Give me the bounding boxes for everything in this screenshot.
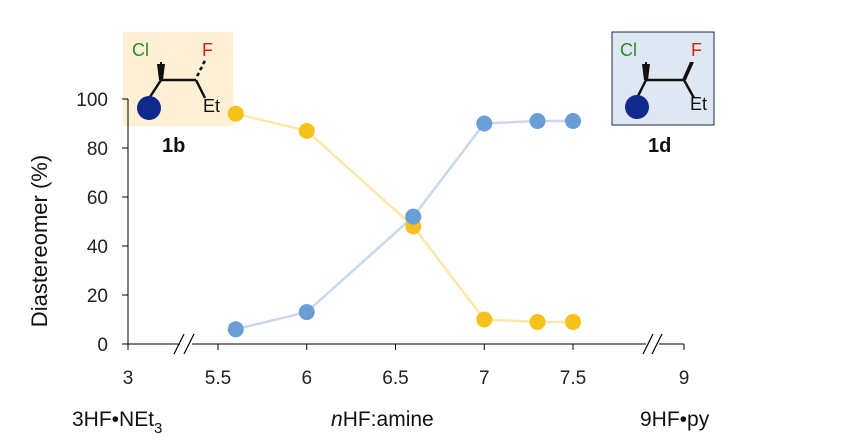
series-layer <box>227 105 581 338</box>
bottom-label-left: 3HF•NEt3 <box>72 408 162 437</box>
structure-1d-atom-f: F <box>691 40 702 60</box>
data-point-1b <box>565 313 581 330</box>
axis-break-right <box>642 333 663 355</box>
x-ticks: 3 5.5 6 6.5 7 7.5 9 <box>123 344 690 389</box>
x-tick-label: 7 <box>479 368 490 389</box>
y-tick-label: 80 <box>87 139 108 160</box>
x-tick-label: 3 <box>123 368 134 389</box>
x-tick-label: 6.5 <box>382 368 408 389</box>
series-line-1d <box>235 119 573 331</box>
structure-1d-atom-et: Et <box>690 94 707 114</box>
x-tick-label: 7.5 <box>560 368 586 389</box>
structure-1b-ball <box>137 96 161 120</box>
y-tick-label: 40 <box>87 237 108 258</box>
y-ticks: 0 20 40 60 80 100 <box>76 90 128 356</box>
data-point-1b <box>529 313 546 330</box>
structure-1b: Cl F Et 1b <box>123 32 233 157</box>
data-point-1b <box>476 311 493 328</box>
structure-1b-label: 1b <box>162 135 185 157</box>
structure-1b-atom-cl: Cl <box>132 40 149 60</box>
structure-1d-ball <box>625 95 649 119</box>
structure-1b-atom-et: Et <box>203 96 220 116</box>
axis-break-left <box>173 333 195 355</box>
data-point-1b <box>298 122 315 139</box>
bottom-label-center: nHF:amine <box>331 408 434 431</box>
data-point-1d <box>298 304 315 321</box>
bottom-label-right: 9HF•py <box>640 408 710 431</box>
structure-1d-label: 1d <box>648 135 671 157</box>
y-tick-label: 60 <box>87 188 108 209</box>
x-tick-label: 5.5 <box>205 368 231 389</box>
x-tick-label: 9 <box>679 368 690 389</box>
data-point-1d <box>529 113 546 130</box>
series-line-1b <box>235 112 573 324</box>
y-tick-label: 100 <box>76 90 108 111</box>
data-point-1b <box>227 105 244 122</box>
data-point-1d <box>476 115 493 132</box>
x-tick-label: 6 <box>301 368 312 389</box>
data-point-1d <box>227 321 244 338</box>
structure-1d: Cl F Et 1d <box>611 31 715 157</box>
structure-1d-atom-cl: Cl <box>620 40 637 60</box>
y-tick-label: 0 <box>97 335 108 356</box>
structure-1b-atom-f: F <box>202 40 213 60</box>
x-axis <box>128 333 684 355</box>
y-axis-title: Diastereomer (%) <box>27 155 52 327</box>
data-point-1d <box>565 113 581 130</box>
data-point-1d <box>405 208 422 225</box>
y-tick-label: 20 <box>87 286 108 307</box>
